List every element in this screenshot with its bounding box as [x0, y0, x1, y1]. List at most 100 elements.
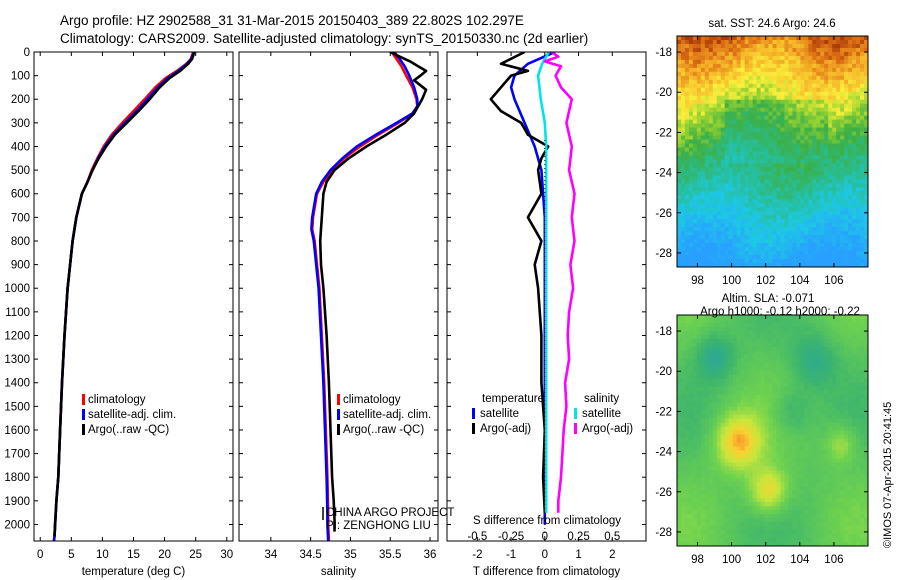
- map-cell: [756, 490, 762, 495]
- map-cell: [708, 191, 714, 196]
- map-cell: [732, 342, 738, 348]
- map-cell: [752, 334, 758, 340]
- map-cell: [680, 47, 686, 53]
- map-cell: [684, 63, 690, 69]
- map-cell: [816, 322, 821, 328]
- map-cell: [812, 119, 817, 125]
- map-cell: [748, 103, 754, 109]
- map-cell: [708, 83, 714, 89]
- map-cell: [677, 446, 682, 452]
- map-cell: [768, 482, 774, 487]
- map-cell: [744, 382, 750, 388]
- map-cell: [864, 123, 868, 129]
- map-cell: [684, 231, 690, 236]
- map-cell: [820, 39, 825, 45]
- map-cell: [692, 462, 698, 467]
- map-cell: [684, 251, 690, 256]
- map-cell: [804, 203, 809, 208]
- map-cell: [772, 498, 778, 503]
- map-cell: [772, 318, 778, 324]
- map-cell: [752, 326, 758, 332]
- map-cell: [780, 187, 786, 192]
- map-cell: [764, 75, 770, 81]
- map-cell: [836, 67, 841, 73]
- map-cell: [696, 418, 702, 424]
- map-cell: [677, 526, 682, 531]
- map-cell: [764, 99, 770, 105]
- map-cell: [816, 47, 821, 53]
- map-cell: [680, 450, 686, 455]
- map-cell: [740, 518, 746, 523]
- map-cell: [748, 430, 754, 436]
- map-cell: [716, 163, 722, 169]
- map-cell: [776, 139, 782, 145]
- map-cell: [776, 410, 782, 416]
- map-cell: [776, 354, 782, 360]
- map-cell: [720, 195, 726, 200]
- map-cell: [744, 83, 750, 89]
- map-cell: [768, 438, 774, 444]
- map-cell: [824, 466, 829, 471]
- map-cell: [800, 43, 805, 49]
- map-cell: [860, 171, 865, 176]
- map-cell: [804, 414, 809, 420]
- map-cell: [776, 95, 782, 101]
- map-cell: [724, 370, 730, 376]
- map-cell: [764, 494, 770, 499]
- map-cell: [684, 155, 690, 161]
- map-cell: [744, 251, 750, 256]
- map-cell: [684, 39, 690, 45]
- map-cell: [772, 147, 778, 153]
- map-cell: [700, 111, 706, 117]
- map-cell: [756, 91, 762, 97]
- map-cell: [677, 418, 682, 424]
- map-cell: [824, 43, 829, 49]
- map-cell: [780, 466, 786, 471]
- map-cell: [780, 342, 786, 348]
- map-cell: [824, 318, 829, 324]
- map-cell: [808, 342, 813, 348]
- map-cell: [688, 498, 694, 503]
- map-cell: [800, 211, 805, 216]
- map-cell: [856, 263, 861, 267]
- map-cell: [784, 330, 790, 336]
- map-cell: [700, 179, 706, 184]
- map-cell: [708, 223, 714, 228]
- map-cell: [716, 63, 722, 69]
- map-cell: [704, 191, 710, 196]
- map-cell: [824, 530, 829, 535]
- map-cell: [756, 410, 762, 416]
- map-cell: [716, 390, 722, 396]
- map-cell: [764, 406, 770, 412]
- map-cell: [688, 263, 694, 267]
- map-cell: [864, 151, 868, 157]
- map-cell: [828, 211, 833, 216]
- map-cell: [768, 115, 774, 121]
- map-cell: [700, 36, 706, 41]
- map-cell: [780, 107, 786, 113]
- map-cell: [828, 163, 833, 169]
- map-cell: [724, 386, 730, 392]
- map-cell: [768, 462, 774, 467]
- map-cell: [804, 358, 809, 364]
- map-cell: [800, 259, 805, 264]
- map-cell: [764, 450, 770, 455]
- map-cell: [816, 382, 821, 388]
- map-cell: [856, 147, 861, 153]
- map-cell: [800, 378, 805, 384]
- map-cell: [768, 486, 774, 491]
- map-cell: [784, 398, 790, 404]
- map-cell: [804, 159, 809, 165]
- map-cell: [720, 51, 726, 57]
- map-cell: [776, 422, 782, 428]
- map-cell: [832, 239, 837, 244]
- map-cell: [700, 390, 706, 396]
- map-cell: [836, 259, 841, 264]
- map-cell: [764, 255, 770, 260]
- map-cell: [852, 187, 857, 192]
- map-cell: [756, 346, 762, 352]
- map-cell: [856, 139, 861, 145]
- map-cell: [696, 374, 702, 380]
- map-cell: [700, 187, 706, 192]
- map-cell: [828, 219, 833, 224]
